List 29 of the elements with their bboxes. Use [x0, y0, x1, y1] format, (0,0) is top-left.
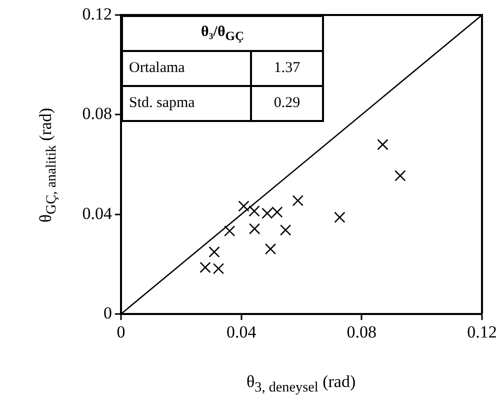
annotation: Std. sapma	[122, 86, 251, 121]
point	[200, 262, 211, 274]
point	[212, 263, 224, 274]
point	[394, 170, 406, 182]
annotation: Ortalama	[122, 51, 251, 86]
point	[292, 195, 304, 206]
y-tick-label: 0.08	[82, 104, 112, 124]
point	[264, 243, 276, 255]
point	[334, 212, 346, 223]
point	[377, 138, 388, 150]
x-tick-label: 0	[116, 322, 126, 342]
point	[248, 223, 260, 234]
annotation: 0.29	[251, 86, 323, 121]
annotation: 1.37	[251, 51, 323, 86]
x-axis-title: θ$_{3, deneysel}$ (rad)	[246, 372, 356, 396]
y-tick-label: 0	[104, 303, 112, 322]
annotation: θ₃/θ$_{GÇ}$	[122, 16, 323, 51]
point	[238, 200, 250, 212]
point	[262, 208, 273, 219]
point	[248, 205, 260, 217]
point	[224, 225, 236, 237]
point	[208, 246, 220, 258]
point	[272, 206, 283, 218]
point	[280, 224, 292, 236]
x-tick-label: 0.04	[226, 322, 257, 342]
x-tick-label: 0.08	[346, 322, 377, 342]
x-tick-label: 0.12	[467, 322, 497, 342]
y-tick-label: 0.04	[82, 204, 112, 223]
y-tick-label: 0.12	[82, 4, 112, 24]
